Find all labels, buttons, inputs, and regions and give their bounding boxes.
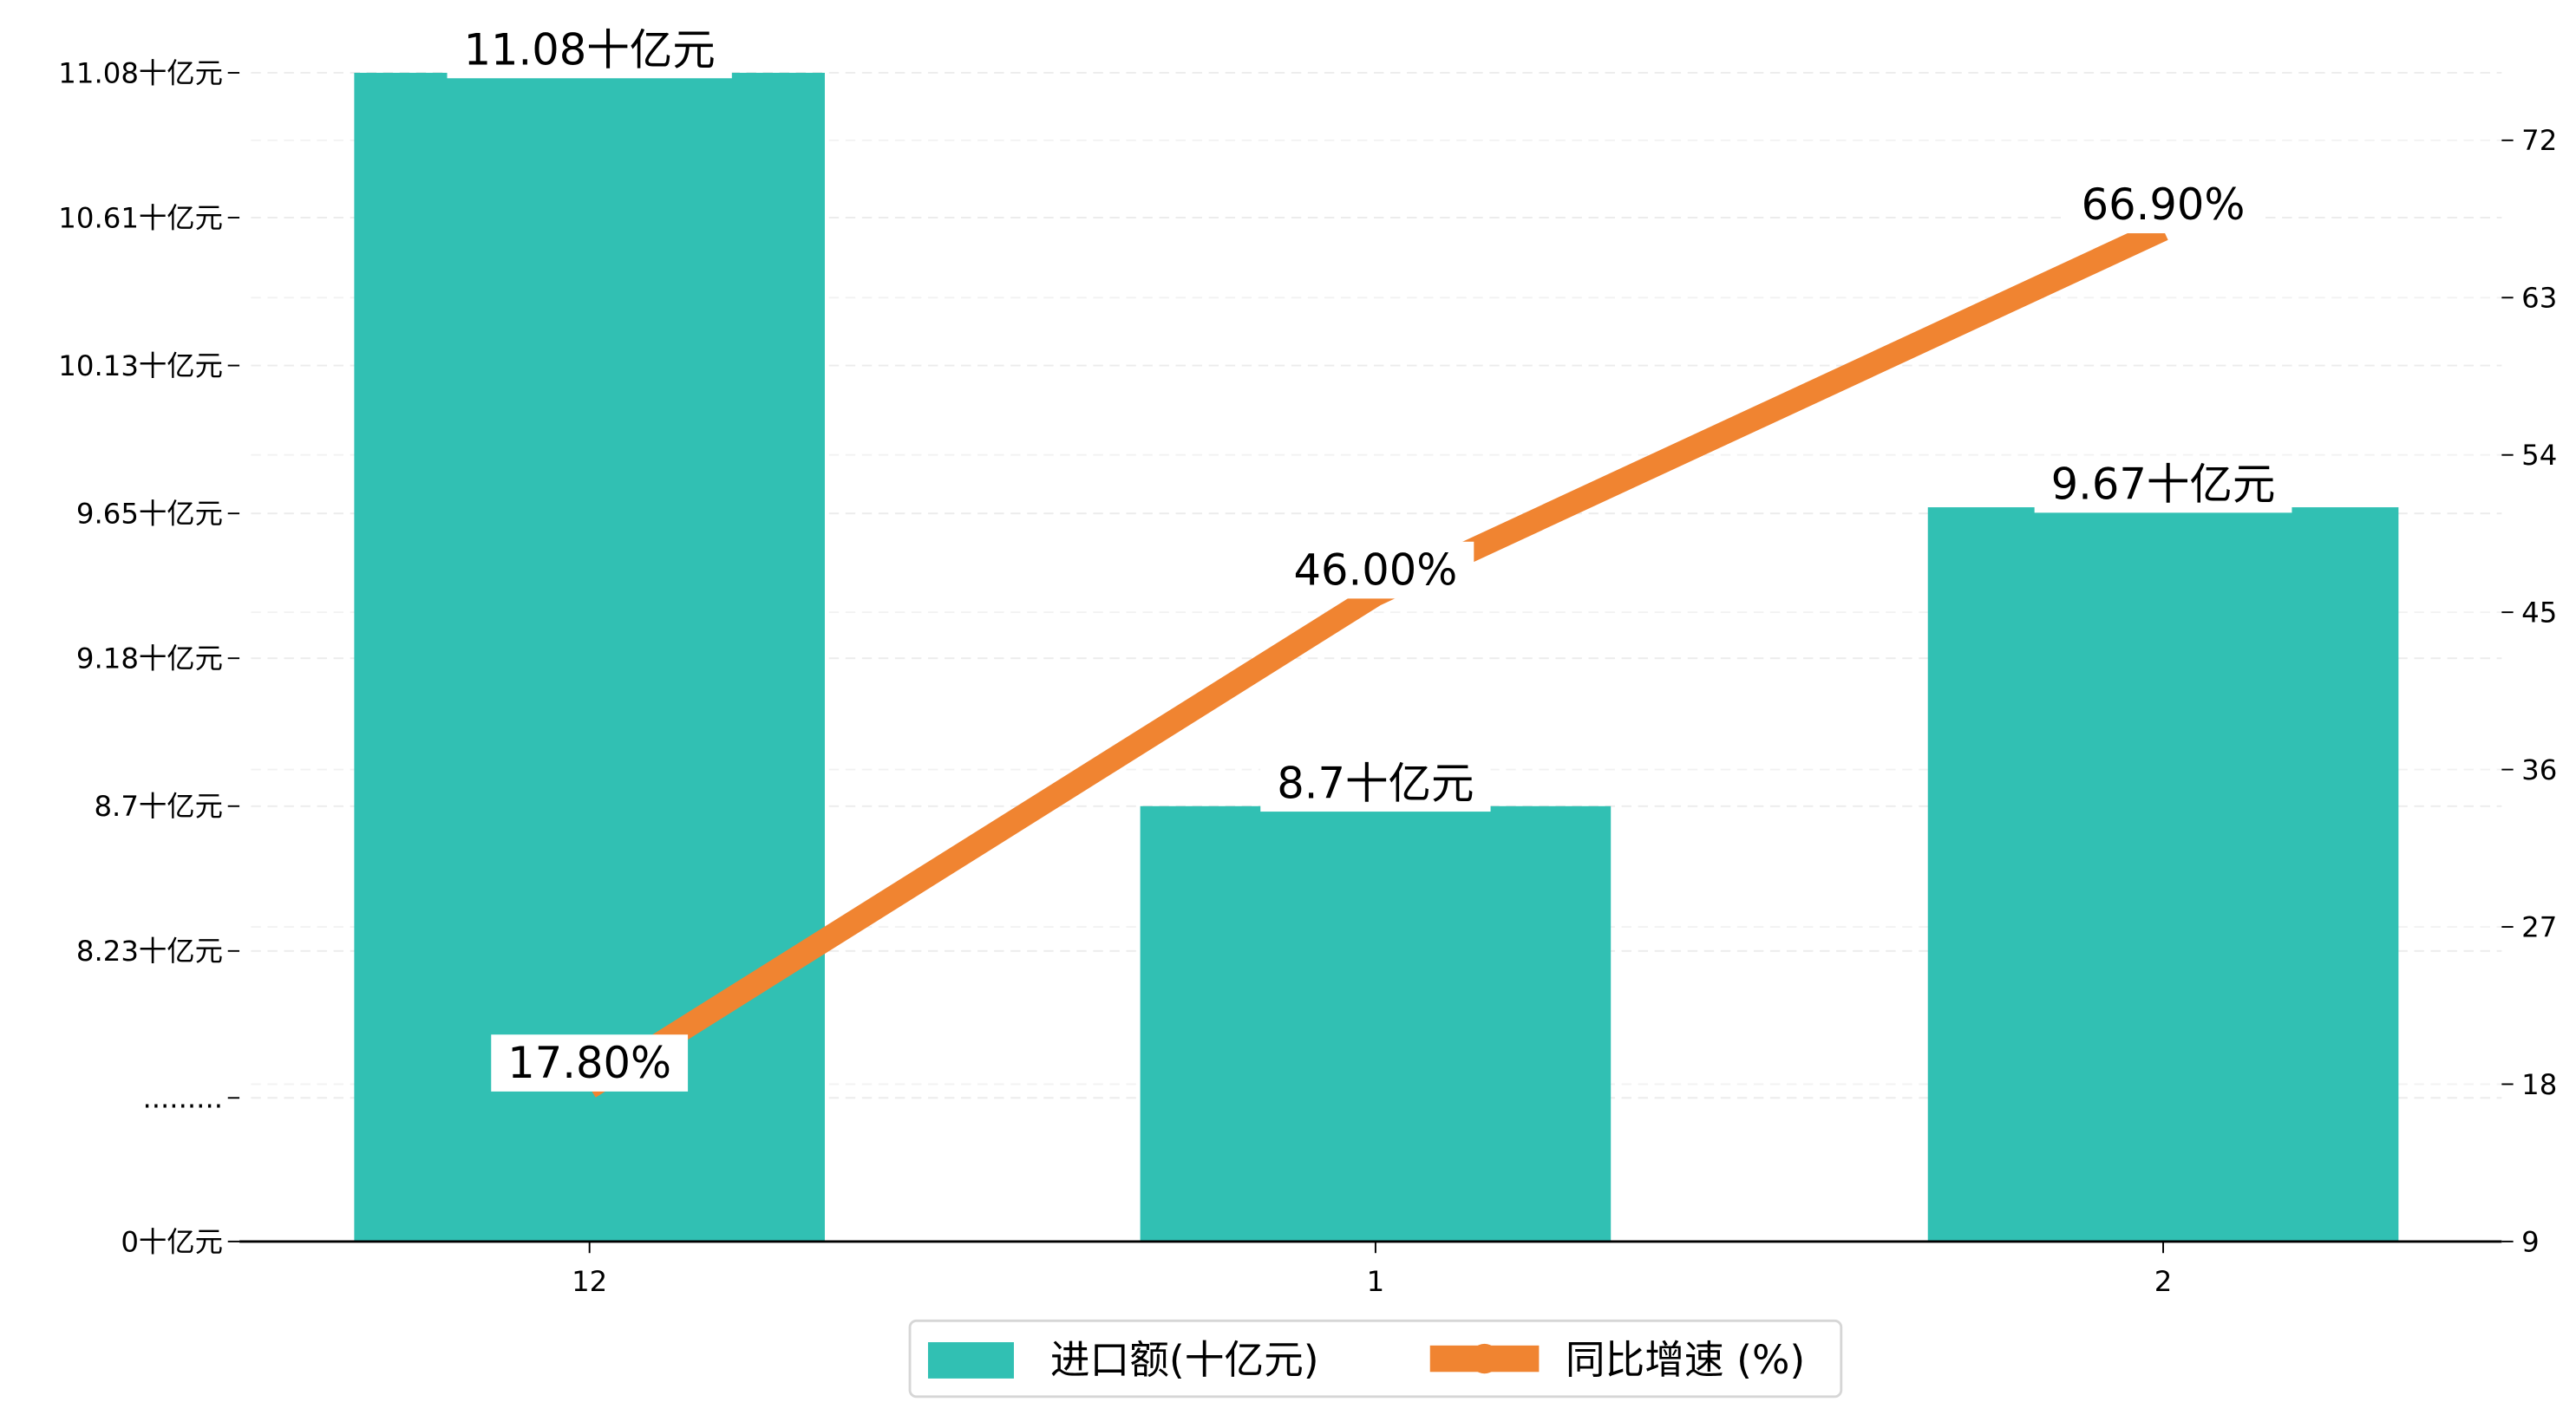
bar-value-label: 9.67十亿元 [2034, 455, 2292, 513]
left-tick-label: 8.23十亿元 [76, 935, 223, 968]
svg-text:17.80%: 17.80% [507, 1038, 671, 1088]
left-tick-label: 10.61十亿元 [58, 201, 223, 234]
x-tick-label: 1 [1367, 1265, 1385, 1298]
legend-bar-label: 进口额(十亿元) [1050, 1337, 1319, 1383]
svg-text:9.67十亿元: 9.67十亿元 [2051, 460, 2276, 510]
left-tick-label: 10.13十亿元 [58, 349, 223, 382]
right-tick-label: 9 [2521, 1225, 2540, 1258]
data-labels: 11.08十亿元 8.7十亿元 9.67十亿元 17.80% 46.00% 66.90% [447, 21, 2292, 1092]
right-tick-label: 45 [2521, 597, 2557, 629]
right-tick-label: 63 [2521, 282, 2557, 315]
legend-bar-swatch [927, 1342, 1014, 1379]
bars [354, 72, 2399, 1242]
svg-text:11.08十亿元: 11.08十亿元 [464, 24, 716, 75]
legend-line-label: 同比增速 (%) [1566, 1337, 1805, 1383]
axes: 0十亿元......... 8.23十亿元 8.7十亿元 9.18十亿元 9.65十亿元… [58, 56, 2557, 1298]
bar-value-label: 11.08十亿元 [447, 21, 732, 79]
right-tick-label: 36 [2521, 753, 2557, 786]
right-tick-label: 72 [2521, 124, 2557, 157]
right-tick-label: 27 [2521, 910, 2557, 943]
svg-text:46.00%: 46.00% [1294, 545, 1458, 596]
legend: 进口额(十亿元) 同比增速 (%) [908, 1319, 1843, 1399]
bar-2 [1927, 507, 2399, 1242]
right-tick-label: 54 [2521, 439, 2557, 472]
svg-text:8.7十亿元: 8.7十亿元 [1277, 758, 1474, 808]
left-tick-label: 0十亿元 [121, 1225, 223, 1258]
bar-value-label: 8.7十亿元 [1260, 754, 1491, 812]
left-tick-label: 9.18十亿元 [76, 642, 223, 675]
left-tick-label: 11.08十亿元 [58, 56, 223, 89]
bar-1 [1140, 805, 1612, 1242]
left-tick-label: 9.65十亿元 [76, 498, 223, 531]
legend-box [908, 1319, 1843, 1399]
right-tick-label: 18 [2521, 1068, 2557, 1101]
left-tick-label: 8.7十亿元 [94, 790, 223, 823]
growth-value-label: 66.90% [2064, 176, 2262, 234]
svg-text:66.90%: 66.90% [2082, 179, 2246, 230]
x-tick-label: 2 [2154, 1265, 2173, 1298]
x-tick-label: 12 [572, 1265, 607, 1298]
legend-line-marker [1469, 1343, 1500, 1374]
left-tick-label: ......... [142, 1082, 223, 1115]
growth-value-label: 46.00% [1277, 541, 1474, 599]
growth-value-label: 17.80% [491, 1034, 689, 1092]
